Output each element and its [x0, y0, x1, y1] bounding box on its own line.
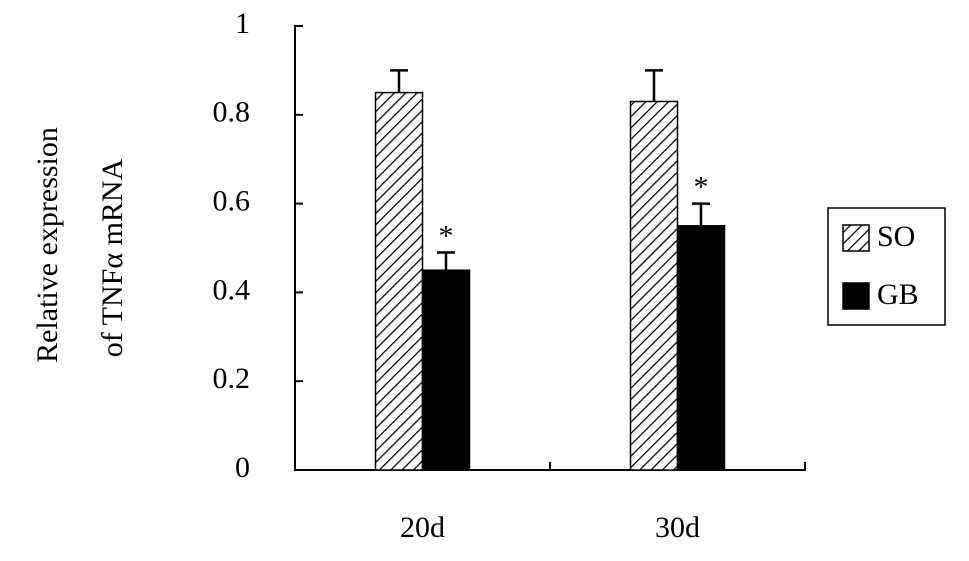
x-tick-label: 20d	[400, 511, 445, 544]
legend-swatch	[842, 224, 870, 252]
y-tick-label: 0	[235, 451, 250, 484]
error-bar	[645, 69, 663, 102]
y-tick-label: 1	[235, 7, 250, 40]
y-tick-label: 0.2	[213, 362, 251, 395]
annotation: *	[694, 170, 709, 203]
error-bar	[390, 69, 408, 93]
y-tick-label: 0.6	[213, 184, 251, 217]
bar	[421, 269, 471, 471]
annotation: *	[439, 219, 454, 252]
legend-swatch	[842, 282, 870, 310]
x-tick-label: 30d	[655, 511, 700, 544]
y-tick-label: 0.4	[213, 273, 251, 306]
legend-label: SO	[877, 220, 915, 253]
bar	[374, 91, 424, 471]
error-bar	[692, 202, 710, 226]
error-bar	[437, 251, 455, 271]
y-axis-label: Relative expression	[31, 127, 64, 363]
legend-label: GB	[877, 278, 919, 311]
y-axis-label: of TNFα mRNA	[96, 158, 129, 357]
bar	[676, 225, 726, 471]
bar	[629, 100, 679, 471]
y-tick-label: 0.8	[213, 96, 251, 129]
